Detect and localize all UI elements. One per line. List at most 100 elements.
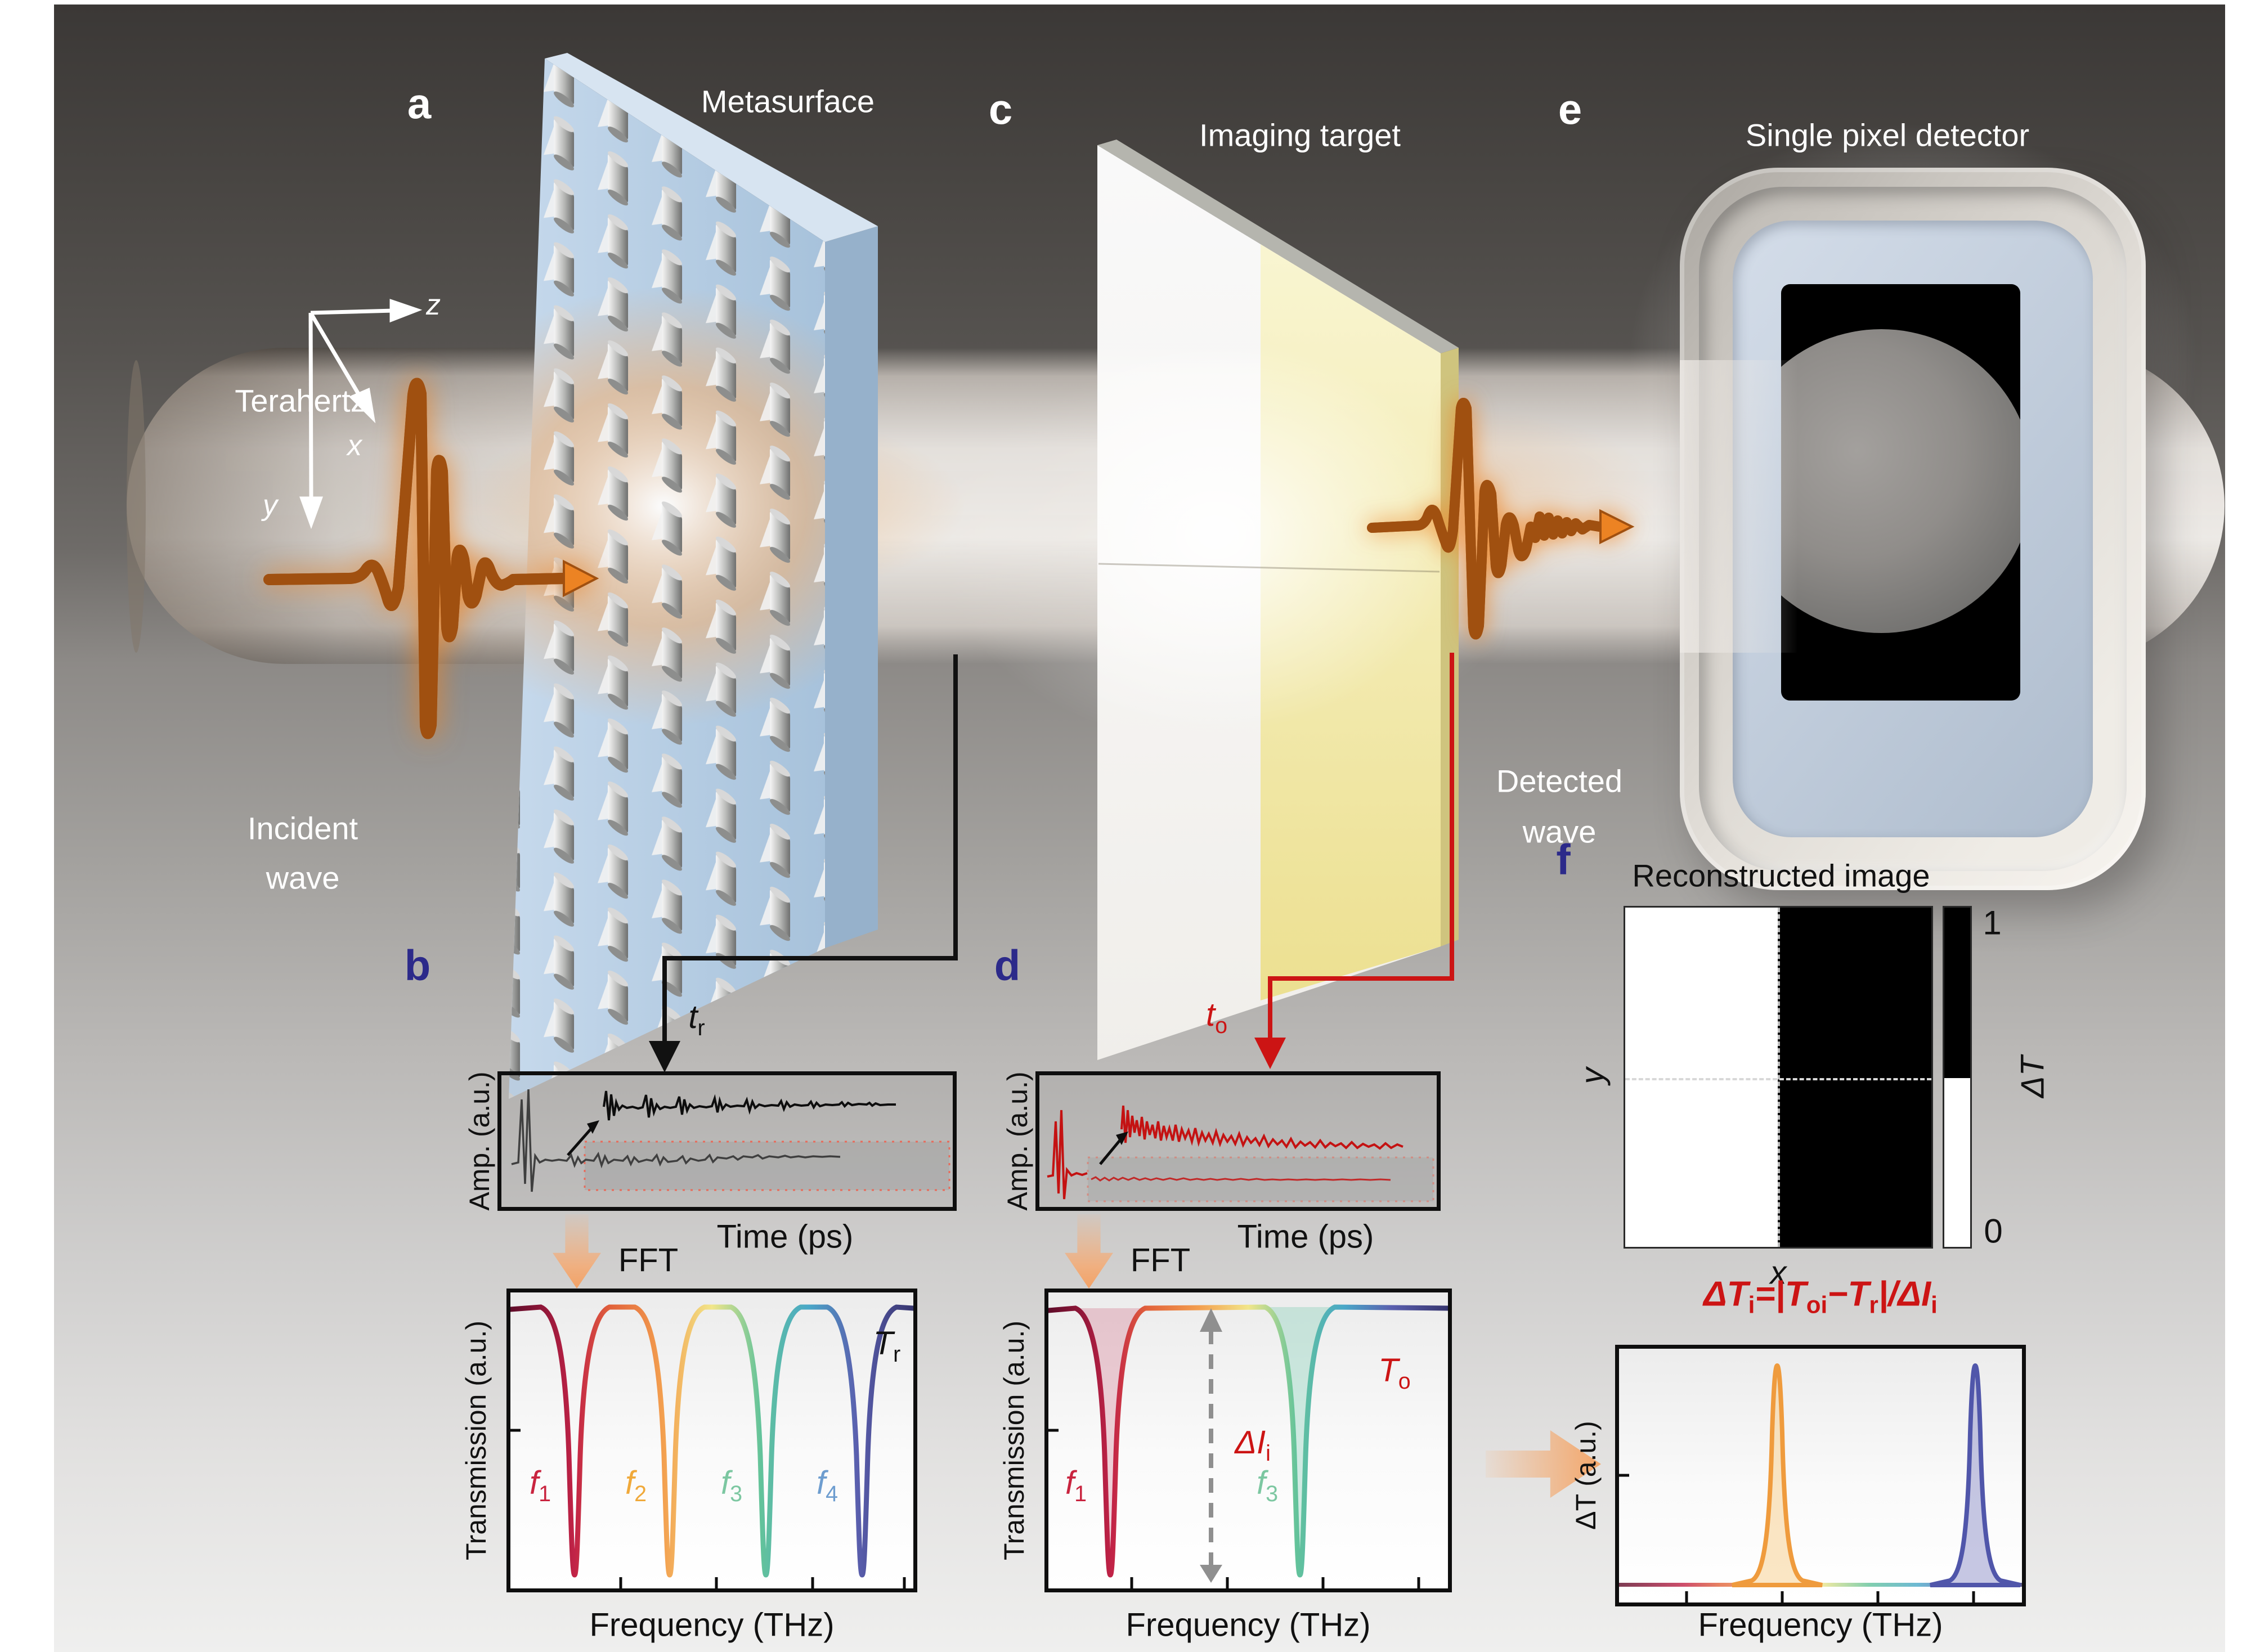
b-fft-label: FFT (618, 1242, 679, 1279)
result-ticks (1619, 1474, 1975, 1602)
b-time-plot (497, 1071, 957, 1211)
recon-xlabel: x (1770, 1254, 1787, 1291)
beam-through-target-glow (1097, 338, 1441, 731)
d-f3-fill (1265, 1307, 1335, 1575)
panel-letter-d: d (994, 941, 1021, 990)
d-spectrum-ylabel: Transmission (a.u.) (998, 1320, 1030, 1561)
b-f3-label: f3 (720, 1465, 743, 1506)
result-curves (1619, 1363, 2022, 1602)
b-spectrum-plot (506, 1289, 917, 1592)
recon-horizontal-dash (1625, 1078, 1931, 1080)
d-f1-label: f1 (1065, 1465, 1087, 1506)
panel-letter-a: a (407, 80, 432, 128)
metasurface-title: Metasurface (701, 83, 875, 119)
d-xlabel: Time (ps) (1237, 1218, 1374, 1255)
b-xlabel: Time (ps) (716, 1218, 854, 1255)
recon-title: Reconstructed image (1632, 858, 1930, 894)
axis-x-label: x (347, 429, 362, 462)
d-window-trace (1091, 1176, 1391, 1182)
d-zoom-arrow (1099, 1137, 1123, 1165)
d-fft-label: FFT (1130, 1242, 1191, 1279)
b-time-marker-base: t (688, 999, 698, 1036)
colorbar-black-half (1944, 908, 1970, 1078)
d-time-marker-sub: o (1215, 1013, 1228, 1038)
beam-over-detector (1680, 360, 1798, 653)
d-raw-spike (1047, 1110, 1088, 1200)
panel-letter-e: e (1558, 86, 1582, 134)
detector-aperture (1781, 284, 2020, 701)
d-zoom-arrowhead-icon (1116, 1132, 1128, 1145)
imaging-target-title: Imaging target (1199, 117, 1401, 153)
down-arrow-icon (1254, 1038, 1286, 1069)
d-spectrum-ticks (1048, 1429, 1420, 1588)
recon-ylabel: y (1574, 1067, 1611, 1084)
panel-letter-c: c (988, 86, 1013, 134)
detector-title: Single pixel detector (1745, 117, 2030, 153)
b-f2-label: f2 (625, 1465, 647, 1506)
coordinate-axes-icon (299, 299, 423, 529)
axis-z-label: z (426, 289, 441, 321)
metasurface-plate (509, 53, 878, 1099)
b-f4-label: f4 (816, 1465, 838, 1506)
d-time-waveform (1047, 1105, 1434, 1202)
b-Tr-label: Tr (873, 1325, 901, 1367)
incident-wave-label-2: wave (266, 860, 340, 896)
result-xlabel: Frequency (THz) (1698, 1606, 1943, 1644)
connector-target-to-d (1254, 653, 1454, 1069)
b-time-marker: tr (688, 998, 705, 1041)
detected-pulse-icon (1367, 398, 1635, 635)
colorbar-max-label: 1 (1983, 904, 2002, 942)
d-transmission-curve (1046, 1304, 1451, 1578)
recon-colorbar (1943, 906, 1972, 1249)
b-magnified-trace (603, 1090, 896, 1121)
delta-T-formula: ΔTi=|Toi−Tr|/ΔIi (1703, 1274, 1938, 1318)
b-ylabel: Amp. (a.u.) (464, 1071, 495, 1211)
result-plot (1615, 1345, 2026, 1606)
colorbar-min-label: 0 (1984, 1212, 2003, 1250)
d-spectrum-curve (1046, 1304, 1451, 1588)
right-arrow-icon (563, 559, 599, 598)
d-spectrum-xlabel: Frequency (THz) (1125, 1606, 1371, 1644)
detector-beam-spot (1781, 329, 2020, 633)
incident-pulse-icon (263, 383, 599, 733)
incident-wave-label-1: Incident (247, 810, 358, 846)
b-transmission-curve (508, 1304, 916, 1578)
colorbar-label: ΔT (2014, 1056, 2051, 1098)
b-spectrum-ticks (510, 1429, 906, 1588)
b-raw-trace (511, 1089, 841, 1192)
imaging-target-plate (1097, 140, 1459, 1060)
connector-metasurface-to-b (649, 654, 958, 1072)
panel-letter-f: f (1556, 836, 1571, 884)
d-f1-fill (1075, 1308, 1145, 1575)
detected-wave-label-2: wave (1522, 814, 1597, 850)
b-spectrum-curve (508, 1304, 916, 1588)
d-deltaI-label: ΔIi (1235, 1424, 1271, 1466)
terahertz-label: Terahertz (235, 383, 366, 419)
d-f3-label: f3 (1256, 1465, 1279, 1506)
b-spectrum-xlabel: Frequency (THz) (589, 1606, 835, 1644)
target-seam-line (1098, 563, 1440, 573)
b-spectrum-ylabel: Transmission (a.u.) (460, 1320, 492, 1561)
result-ylabel: ΔT (a.u.) (1570, 1421, 1602, 1530)
recon-vertical-dash (1778, 908, 1780, 1247)
right-arrow-icon (1599, 509, 1635, 545)
detected-wave-label-1: Detected (1496, 763, 1623, 799)
d-time-marker: to (1206, 996, 1227, 1039)
down-arrow-icon (649, 1041, 680, 1072)
d-delta-arrow (1200, 1308, 1222, 1583)
axis-y-label: y (263, 489, 277, 522)
d-ylabel: Amp. (a.u.) (1002, 1071, 1033, 1211)
d-spectrum-plot (1044, 1289, 1452, 1592)
d-To-label: To (1378, 1352, 1411, 1394)
d-time-marker-base: t (1205, 996, 1216, 1034)
beam-endcap (127, 360, 146, 653)
metasurface-pillars (509, 59, 825, 1099)
result-indigo-peak (1930, 1363, 2021, 1587)
b-zoom-arrowhead-icon (587, 1120, 599, 1134)
b-time-marker-sub: r (697, 1015, 705, 1040)
b-window-box (584, 1141, 950, 1191)
recon-black-region (1778, 908, 1931, 1247)
b-time-waveform (511, 1089, 950, 1192)
